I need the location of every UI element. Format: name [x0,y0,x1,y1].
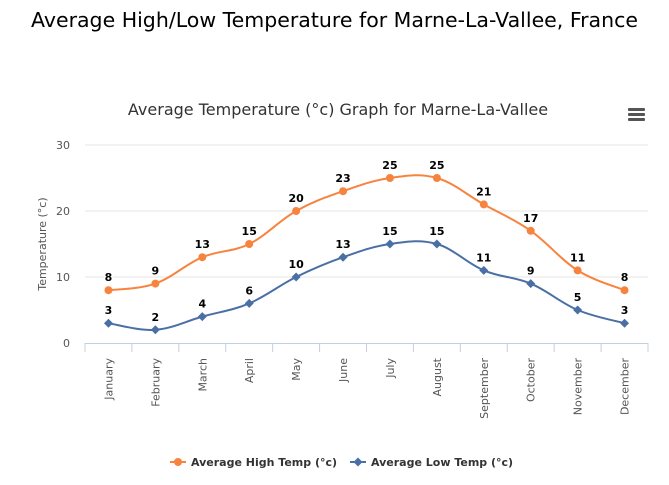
data-point-low[interactable] [150,325,160,335]
legend-item-high[interactable]: Average High Temp (°c) [170,456,337,469]
x-tick-label: May [290,358,303,381]
data-point-low[interactable] [479,265,489,275]
hamburger-menu-icon-bar [628,113,645,116]
data-point-low[interactable] [432,239,442,249]
data-label: 25 [429,159,444,172]
chart-menu-button[interactable] [624,104,648,124]
data-label: 8 [105,271,113,284]
data-point-low[interactable] [103,318,113,328]
legend-marker [174,458,182,466]
data-point-low[interactable] [338,252,348,262]
data-point-low[interactable] [244,298,254,308]
data-point-high[interactable] [385,174,394,182]
x-tick-label: July [384,358,397,379]
data-point-high[interactable] [104,286,113,295]
data-point-high[interactable] [292,207,301,215]
data-label: 17 [523,212,538,225]
legend-label: Average High Temp (°c) [191,456,337,469]
legend-marker [353,457,363,467]
data-label: 9 [152,265,160,278]
legend-label: Average Low Temp (°c) [371,456,513,469]
data-label: 23 [335,172,350,185]
data-point-high[interactable] [620,286,629,295]
x-tick-label: December [619,358,632,416]
data-point-high[interactable] [151,279,160,288]
hamburger-menu-icon-bar [628,118,645,121]
data-label: 13 [195,238,210,251]
data-label: 6 [245,284,253,297]
y-tick-label: 0 [63,337,70,350]
y-tick-label: 10 [56,271,70,284]
x-tick-label: October [525,358,538,402]
data-label: 20 [288,192,304,205]
legend-item-low[interactable]: Average Low Temp (°c) [350,456,513,469]
data-label: 11 [570,251,585,264]
data-label: 11 [476,251,491,264]
data-point-high[interactable] [479,200,488,209]
x-tick-label: June [337,358,350,383]
x-tick-label: March [196,358,209,392]
data-point-low[interactable] [385,239,395,249]
data-label: 3 [105,304,113,317]
data-label: 3 [621,304,629,317]
data-point-high[interactable] [245,240,254,248]
data-point-high[interactable] [573,266,582,275]
data-point-low[interactable] [197,312,207,322]
data-label: 15 [242,225,257,238]
data-label: 10 [288,258,304,271]
data-label: 15 [429,225,444,238]
data-point-high[interactable] [432,174,441,182]
data-label: 9 [527,265,535,278]
hamburger-menu-icon [628,108,645,111]
data-label: 8 [621,271,629,284]
page-title: Average High/Low Temperature for Marne-L… [31,8,638,32]
data-label: 15 [382,225,397,238]
y-tick-label: 20 [56,205,70,218]
x-tick-label: November [572,358,585,416]
x-tick-label: September [478,358,491,419]
data-label: 21 [476,185,491,198]
y-axis-title: Temperature (°c) [36,197,49,291]
x-tick-label: January [102,358,115,401]
data-point-low[interactable] [573,305,583,315]
data-point-high[interactable] [198,253,207,262]
series-line-low [108,240,625,331]
data-label: 25 [382,159,397,172]
data-label: 4 [198,298,206,311]
data-point-high[interactable] [339,187,348,196]
x-tick-label: April [243,358,256,383]
x-tick-label: August [431,357,444,396]
data-label: 13 [335,238,350,251]
data-point-high[interactable] [526,226,535,235]
chart-title: Average Temperature (°c) Graph for Marne… [128,100,548,119]
data-point-low[interactable] [526,279,536,289]
series-line-high [108,174,625,292]
data-point-low[interactable] [291,272,301,282]
data-label: 2 [152,311,160,324]
x-tick-label: February [149,358,162,407]
data-label: 5 [574,291,582,304]
data-point-low[interactable] [620,318,630,328]
y-tick-label: 30 [56,139,70,152]
